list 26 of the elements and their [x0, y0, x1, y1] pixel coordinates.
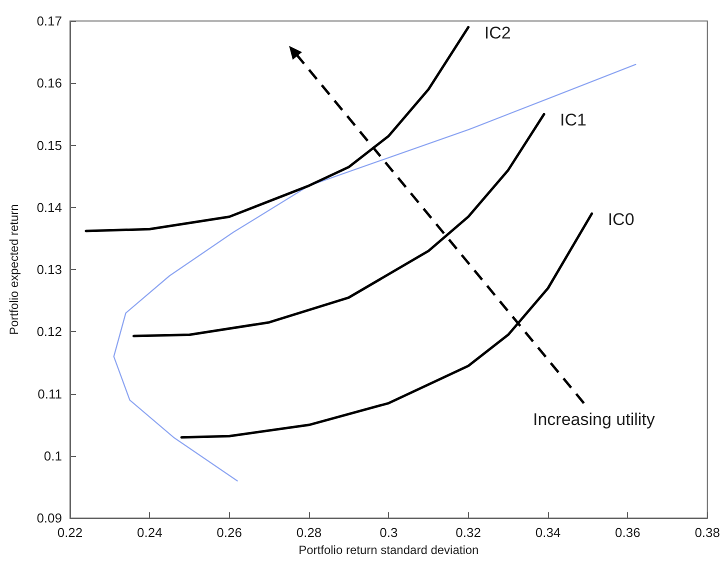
x-axis-title: Portfolio return standard deviation — [298, 543, 479, 557]
x-tick-label: 0.34 — [535, 525, 561, 540]
x-tick-label: 0.28 — [296, 525, 322, 540]
x-tick-label: 0.24 — [137, 525, 162, 540]
y-tick-label: 0.17 — [36, 14, 62, 28]
series-label: IC2 — [484, 24, 511, 43]
series-label: IC0 — [608, 210, 634, 230]
x-tick-label: 0.38 — [694, 525, 720, 540]
y-tick-label: 0.16 — [36, 76, 62, 91]
line-series — [132, 112, 546, 338]
line-series — [84, 26, 470, 232]
y-tick-label: 0.12 — [36, 324, 62, 340]
y-tick-label: 0.14 — [36, 200, 62, 215]
y-tick-label: 0.13 — [36, 262, 62, 278]
x-tick-label: 0.26 — [216, 525, 242, 540]
y-tick-label: 0.09 — [36, 510, 62, 526]
x-tick-label: 0.36 — [615, 525, 640, 540]
x-tick-label: 0.32 — [456, 525, 481, 540]
x-tick-label: 0.22 — [57, 525, 83, 540]
y-tick-label: 0.1 — [44, 448, 62, 464]
y-axis-title: Portfolio expected return — [7, 204, 21, 335]
annotation: Increasing utility — [533, 410, 656, 429]
y-tick-label: 0.11 — [38, 386, 62, 402]
x-tick-label: 0.3 — [380, 525, 398, 540]
series-label: IC1 — [560, 110, 586, 130]
y-tick-label: 0.15 — [36, 138, 62, 153]
